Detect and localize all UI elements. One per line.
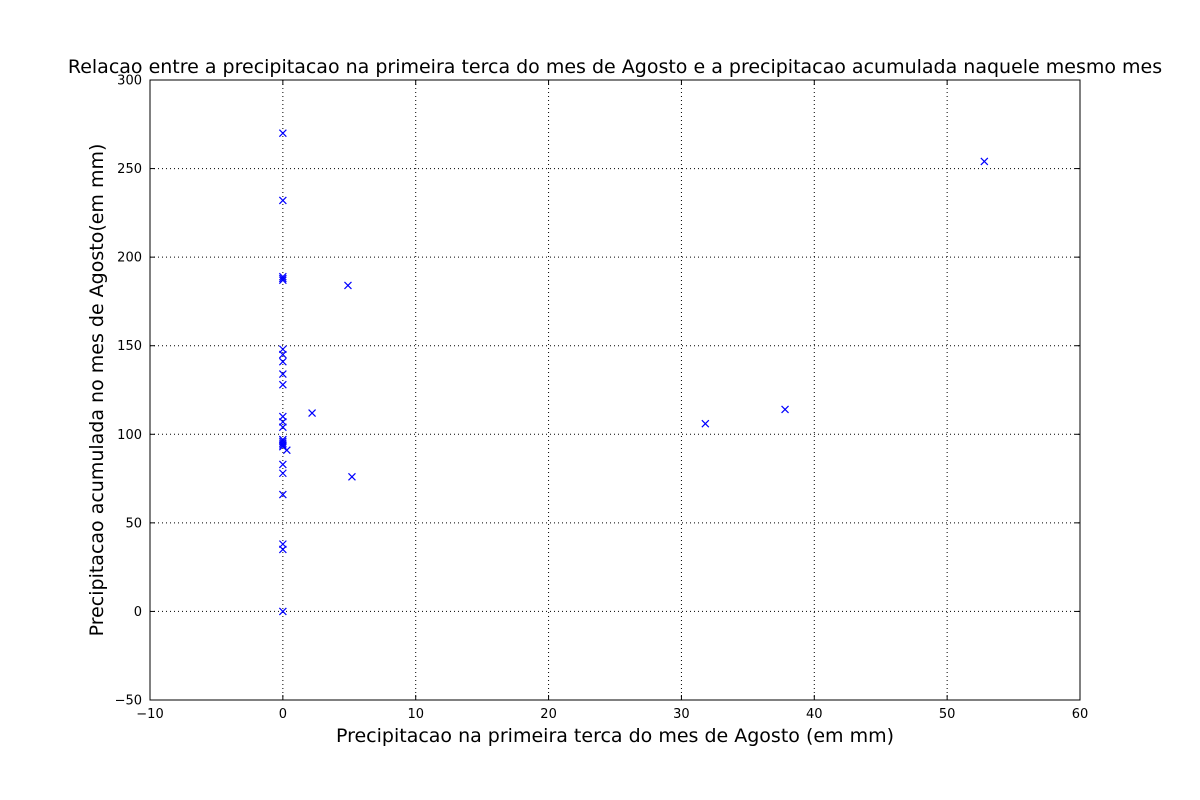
y-tick-label: 150	[117, 339, 142, 354]
data-point	[278, 439, 287, 448]
data-point	[278, 423, 287, 432]
y-tick-label: 100	[117, 428, 142, 443]
data-point	[781, 405, 789, 414]
data-point	[278, 545, 287, 554]
data-point	[278, 380, 287, 389]
data-point	[980, 157, 989, 166]
data-point	[278, 607, 287, 616]
data-point	[278, 440, 287, 449]
x-tick-label: −10	[136, 707, 163, 722]
x-tick-label: 60	[1072, 707, 1089, 722]
y-tick-label: 300	[117, 74, 142, 89]
x-tick-label: 0	[279, 707, 287, 722]
x-axis-title: Precipitacao na primeira terca do mes de…	[336, 725, 894, 747]
data-point	[308, 409, 317, 417]
x-tick-label: 20	[540, 707, 557, 722]
data-point	[278, 196, 287, 205]
y-tick-label: 0	[134, 605, 142, 620]
chart-title: Relacao entre a precipitacao na primeira…	[68, 56, 1162, 78]
x-tick-label: 40	[806, 707, 823, 722]
x-tick-label: 50	[939, 707, 956, 722]
grid-layer	[150, 80, 1080, 700]
data-point	[701, 419, 710, 428]
y-axis-title: Precipitacao acumulada no mes de Agosto(…	[86, 144, 108, 637]
data-point	[278, 276, 287, 285]
data-point	[278, 357, 287, 366]
data-point	[344, 281, 352, 290]
data-point	[278, 490, 287, 499]
y-tick-label: 250	[117, 162, 142, 177]
data-point	[278, 469, 287, 478]
y-tick-label: 50	[125, 516, 142, 531]
data-point	[278, 272, 287, 281]
points-layer	[278, 129, 989, 616]
data-point	[278, 129, 287, 138]
x-tick-label: 30	[673, 707, 690, 722]
data-point	[278, 460, 287, 469]
y-tick-label: −50	[115, 694, 142, 709]
data-point	[278, 274, 287, 283]
data-point	[278, 350, 287, 359]
plot-area-frame	[149, 79, 1081, 701]
x-tick-label: 10	[407, 707, 424, 722]
data-point	[282, 446, 291, 455]
y-tick-label: 200	[117, 251, 142, 266]
data-point	[278, 370, 287, 378]
data-point	[348, 472, 356, 481]
ticks-layer: −10 0 10 20 30 40 50 60 −50 0 50 100 150 200 250 300	[115, 74, 1089, 723]
